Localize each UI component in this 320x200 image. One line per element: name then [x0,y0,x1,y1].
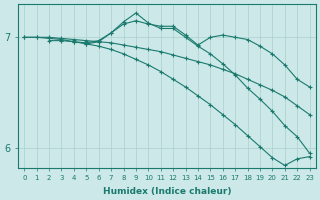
X-axis label: Humidex (Indice chaleur): Humidex (Indice chaleur) [103,187,231,196]
